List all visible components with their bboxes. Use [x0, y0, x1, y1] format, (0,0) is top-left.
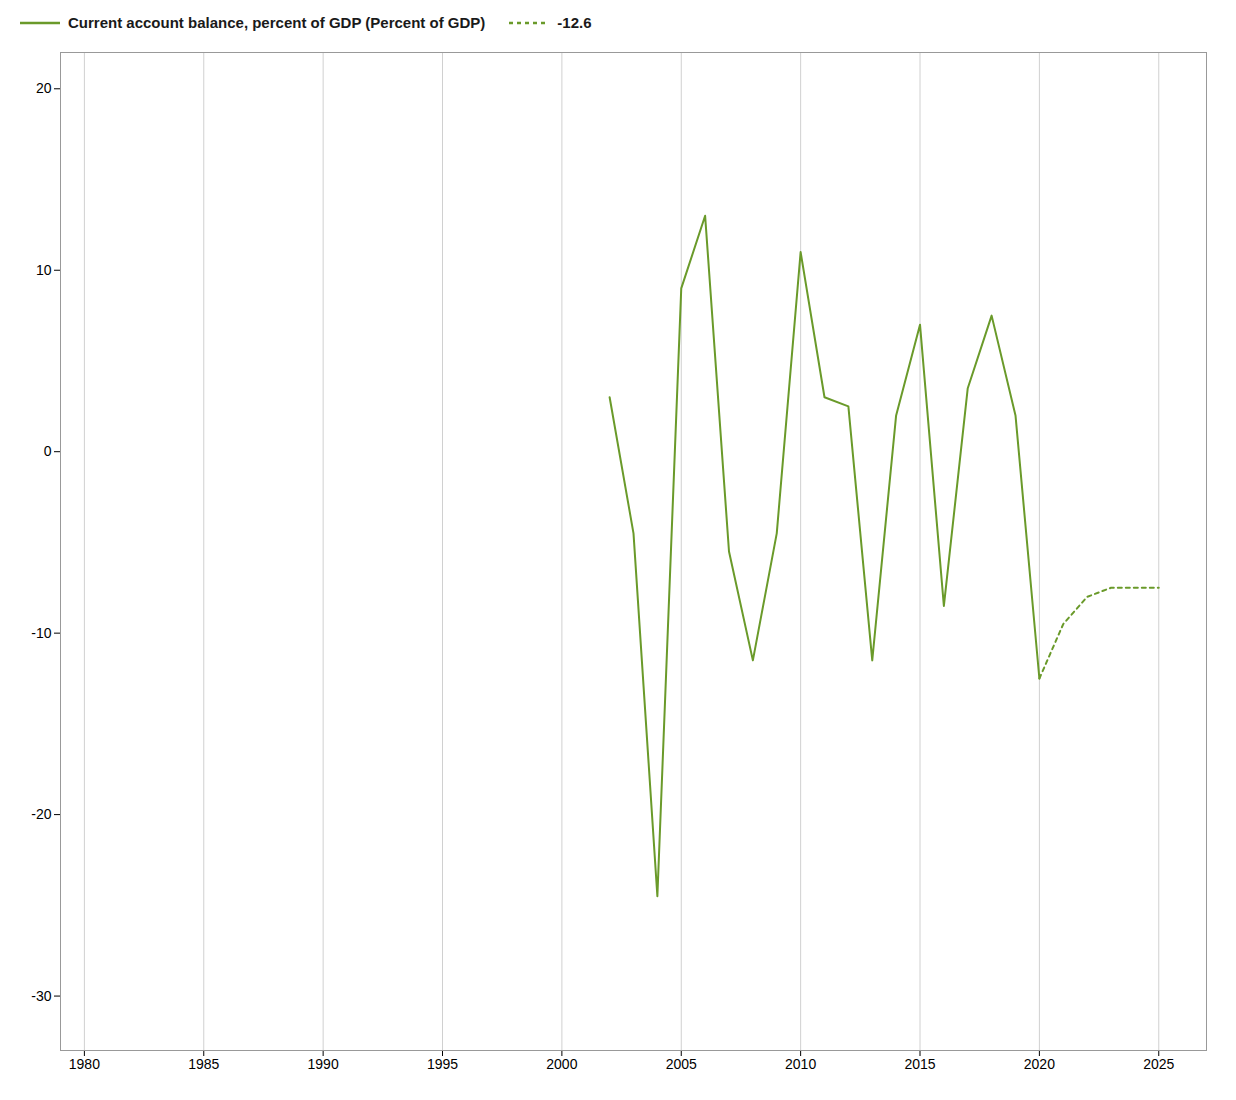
- svg-text:2000: 2000: [546, 1056, 577, 1072]
- svg-text:-20: -20: [31, 806, 51, 822]
- svg-text:-30: -30: [31, 988, 51, 1004]
- svg-text:1985: 1985: [188, 1056, 219, 1072]
- svg-text:2005: 2005: [666, 1056, 697, 1072]
- svg-text:2010: 2010: [785, 1056, 816, 1072]
- svg-text:1990: 1990: [308, 1056, 339, 1072]
- svg-text:20: 20: [36, 80, 52, 96]
- svg-text:0: 0: [44, 443, 52, 459]
- svg-text:2020: 2020: [1024, 1056, 1055, 1072]
- svg-text:-10: -10: [31, 625, 51, 641]
- html-text:Current account balance, perce: Current account balance, percent of GDP …: [68, 14, 486, 31]
- svg-text:2025: 2025: [1143, 1056, 1174, 1072]
- svg-text:1995: 1995: [427, 1056, 458, 1072]
- html-text:-12.6: -12.6: [557, 14, 592, 31]
- svg-text:2015: 2015: [904, 1056, 935, 1072]
- svg-text:1980: 1980: [69, 1056, 100, 1072]
- svg-text:10: 10: [36, 262, 52, 278]
